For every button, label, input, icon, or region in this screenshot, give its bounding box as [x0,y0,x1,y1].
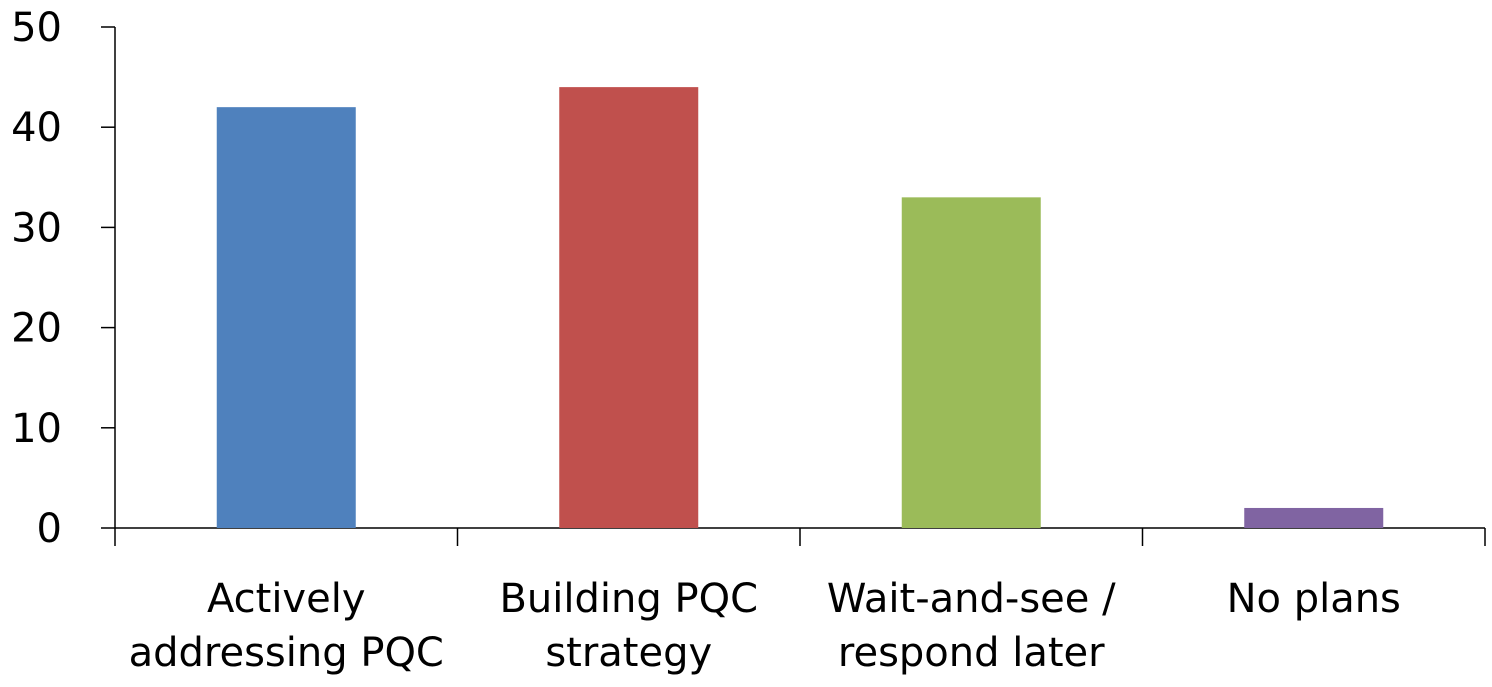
bar-2 [559,87,699,529]
x-category-label-line: No plans [1227,576,1401,622]
bar-1 [216,107,356,528]
x-category-label: Wait-and-see / respond later [827,576,1116,676]
y-tick-label: 40 [11,105,62,151]
x-category-label-line: respond later [838,630,1105,676]
y-tick-label: 0 [37,506,62,552]
y-tick-label: 10 [11,406,62,452]
y-axis: 0 10 20 30 40 50 [11,5,116,552]
x-category-label-line: strategy [545,630,712,676]
x-category-label-line: addressing PQC [129,630,444,676]
x-axis-labels: Actively addressing PQC Building PQC strate… [129,576,1401,676]
x-category-label-line: Wait-and-see / [827,576,1116,622]
bar-3 [901,197,1041,528]
x-category-label: Building PQC strategy [499,576,758,676]
y-tick-label: 50 [11,5,62,51]
x-category-label: Actively addressing PQC [129,576,444,676]
x-category-label-line: Building PQC [499,576,758,622]
x-axis [114,527,1486,546]
y-tick-label: 30 [11,205,62,251]
bars [216,87,1384,529]
bar-4 [1244,507,1384,528]
y-tick-label: 20 [11,306,62,352]
x-category-label: No plans [1227,576,1401,622]
x-category-label-line: Actively [207,576,366,622]
